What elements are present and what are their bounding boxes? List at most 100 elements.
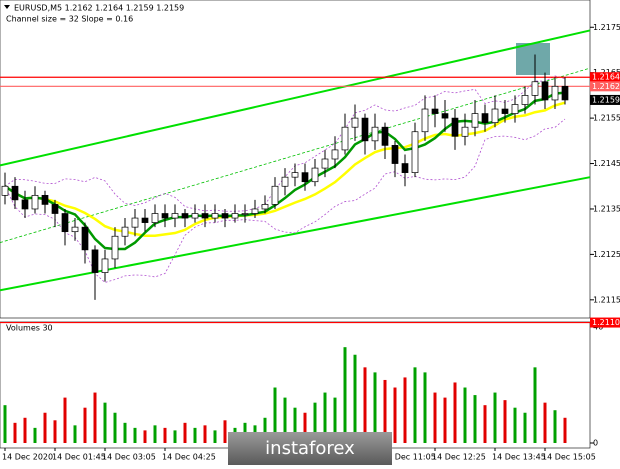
candle-body: [501, 108, 509, 114]
price-panel: [0, 0, 591, 319]
candle-body: [171, 213, 179, 219]
candle-body: [351, 117, 359, 128]
candle-body: [521, 95, 529, 105]
bollinger-lower: [4, 118, 566, 283]
candle-body: [421, 108, 429, 133]
x-tick-label: 14 Dec 15:05: [542, 453, 596, 462]
candle-body: [181, 213, 189, 219]
candle-body: [311, 167, 319, 183]
volume-bar: [513, 407, 517, 443]
x-tick-label: 14 Dec 13:45: [492, 453, 546, 462]
volume-bar: [193, 427, 197, 443]
volume-bar: [163, 427, 167, 443]
candle-body: [71, 226, 79, 233]
price-label-box: [590, 81, 620, 92]
volume-bar: [53, 420, 57, 443]
candle-body: [401, 163, 409, 173]
volume-bar: [313, 402, 317, 443]
zone: [516, 43, 550, 75]
candle-body: [211, 213, 219, 219]
candle-body: [161, 213, 169, 219]
volume-bar: [423, 372, 427, 443]
volume-bar: [213, 430, 217, 443]
volume-bar: [363, 367, 367, 443]
volume-bar: [173, 430, 177, 443]
candle-body: [1, 185, 9, 196]
candle-body: [371, 126, 379, 142]
volume-bar: [523, 412, 527, 443]
price-label: 1.2164: [592, 73, 620, 82]
volume-bar: [3, 405, 7, 443]
volume-bar: [343, 347, 347, 443]
y-tick-label: 1.2135: [593, 204, 620, 213]
price-label: 1.2159: [592, 95, 620, 104]
candle-body: [101, 258, 109, 273]
volume-bar: [373, 372, 377, 443]
volume-bar: [403, 377, 407, 443]
volume-bar: [453, 382, 457, 443]
volume-bar: [43, 412, 47, 443]
candle-body: [471, 113, 479, 128]
candle-body: [511, 104, 519, 114]
candle-body: [131, 217, 139, 228]
price-label-box: [590, 94, 620, 105]
volume-bar: [183, 422, 187, 443]
volume-bar: [93, 392, 97, 443]
volume-bar: [333, 397, 337, 443]
x-tick-label: 14 Dec 11:05: [382, 453, 436, 462]
volume-bar: [533, 367, 537, 443]
candle-body: [281, 176, 289, 187]
volume-bar: [483, 405, 487, 443]
volume-bar: [83, 407, 87, 443]
candle-body: [431, 108, 439, 114]
volume-bar: [133, 427, 137, 443]
candle-body: [551, 85, 559, 101]
volume-bar: [13, 422, 17, 443]
volume-bar: [203, 425, 207, 443]
candle-body: [201, 213, 209, 219]
candle-body: [481, 113, 489, 124]
price-label: 1.2162: [592, 82, 620, 91]
watermark: instaforex: [265, 438, 355, 459]
volume-bar: [143, 430, 147, 443]
volume-bar: [463, 387, 467, 443]
volume-bar: [493, 392, 497, 443]
volume-bar: [413, 367, 417, 443]
volume-bar: [383, 379, 387, 443]
candle-body: [21, 199, 29, 210]
volume-tick-label: 0: [593, 439, 598, 448]
watermark-box: [228, 432, 392, 465]
volume-bar: [73, 425, 77, 443]
candle-body: [121, 226, 129, 237]
collapse-icon: [4, 5, 10, 9]
candle-body: [141, 217, 149, 223]
volume-bar: [123, 422, 127, 443]
volume-bar: [23, 417, 27, 443]
volume-bar: [283, 397, 287, 443]
candle-body: [31, 194, 39, 210]
volume-bar: [543, 402, 547, 443]
x-tick-label: 14 Dec 03:05: [102, 453, 156, 462]
candle-body: [491, 108, 499, 124]
candle-body: [301, 172, 309, 183]
price-label-box: [590, 72, 620, 83]
x-tick-label: 14 Dec 12:25: [432, 453, 486, 462]
candle-body: [461, 126, 469, 137]
y-tick-label: 1.2145: [593, 159, 620, 168]
volume-bar: [473, 395, 477, 443]
candle-body: [271, 185, 279, 205]
candle-body: [11, 185, 19, 201]
candle-body: [191, 213, 199, 219]
candle-body: [291, 172, 299, 178]
candle-body: [531, 81, 539, 96]
price-label: 1.2110: [592, 318, 620, 327]
candle-body: [61, 213, 69, 233]
volume-bar: [553, 410, 557, 443]
y-tick-label: 1.2125: [593, 250, 620, 259]
candle-body: [451, 117, 459, 137]
candle-body: [321, 158, 329, 169]
x-tick-label: 14 Dec 01:45: [52, 453, 106, 462]
x-tick-label: 14 Dec 04:25: [162, 453, 216, 462]
volume-bar: [443, 397, 447, 443]
volume-bar: [223, 420, 227, 443]
